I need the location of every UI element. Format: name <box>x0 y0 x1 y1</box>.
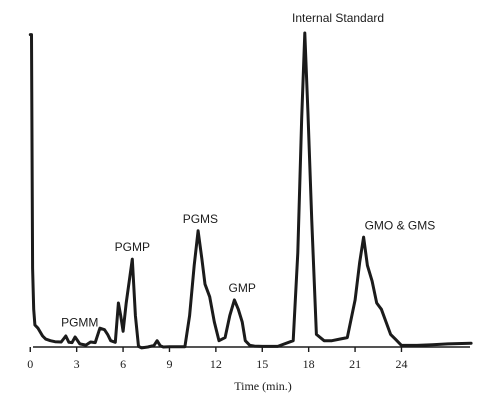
peak-label: GMO & GMS <box>365 218 436 232</box>
peak-label: PGMM <box>61 316 98 330</box>
peak-labels: PGMM PGMP PGMS GMP Internal Standard GMO & GM… <box>61 11 435 330</box>
x-axis-ticks: 0 3 6 9 12 15 18 21 24 <box>27 347 407 371</box>
x-tick-label: 24 <box>395 357 407 371</box>
x-tick-label: 21 <box>349 357 361 371</box>
x-tick-label: 0 <box>27 357 33 371</box>
chromatogram-trace <box>28 31 473 350</box>
peak-label: PGMP <box>115 240 150 254</box>
peak-label: PGMS <box>183 212 218 226</box>
peak-label: GMP <box>228 281 255 295</box>
x-tick-label: 12 <box>210 357 222 371</box>
x-tick-label: 9 <box>166 357 172 371</box>
peak-label: Internal Standard <box>292 11 384 25</box>
x-tick-label: 3 <box>74 357 80 371</box>
x-tick-label: 6 <box>120 357 126 371</box>
x-tick-label: 15 <box>256 357 268 371</box>
x-tick-label: 18 <box>303 357 315 371</box>
x-axis-title: Time (min.) <box>234 379 292 393</box>
